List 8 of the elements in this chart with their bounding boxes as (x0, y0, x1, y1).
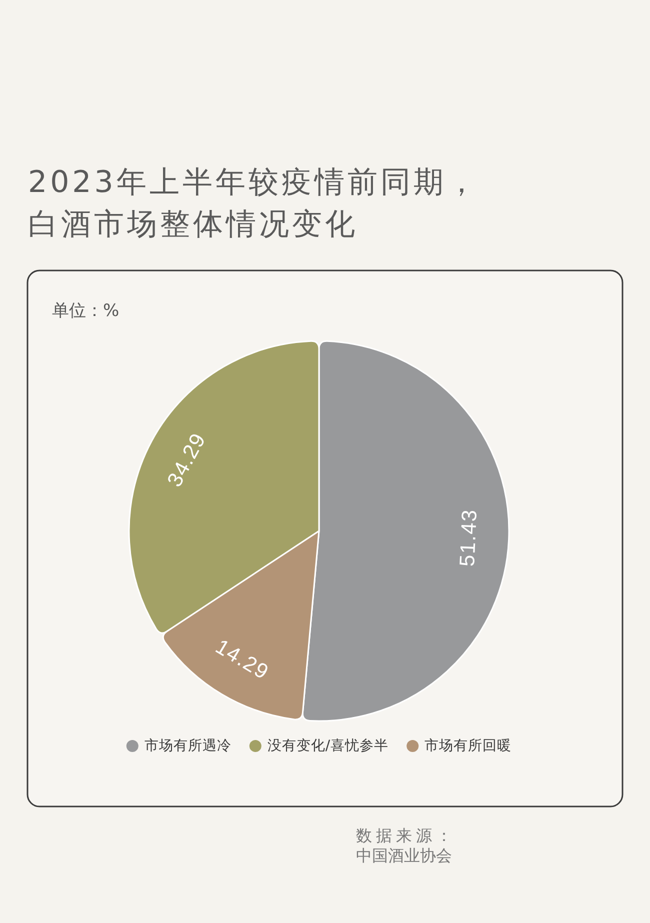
text: 单位：% (52, 301, 120, 321)
chart-title: 2023年上半年较疫情前同期，白酒市场整体情况变化 (28, 165, 480, 242)
text: 中国酒业协会 (356, 846, 452, 865)
legend-label: 没有变化/喜忧参半 (267, 738, 389, 754)
legend-label: 市场有所回暖 (424, 738, 512, 754)
source-note: 数据来源： (356, 826, 452, 845)
legend-label: 市场有所遇冷 (144, 738, 232, 754)
data-label: 51.43 (456, 508, 482, 567)
